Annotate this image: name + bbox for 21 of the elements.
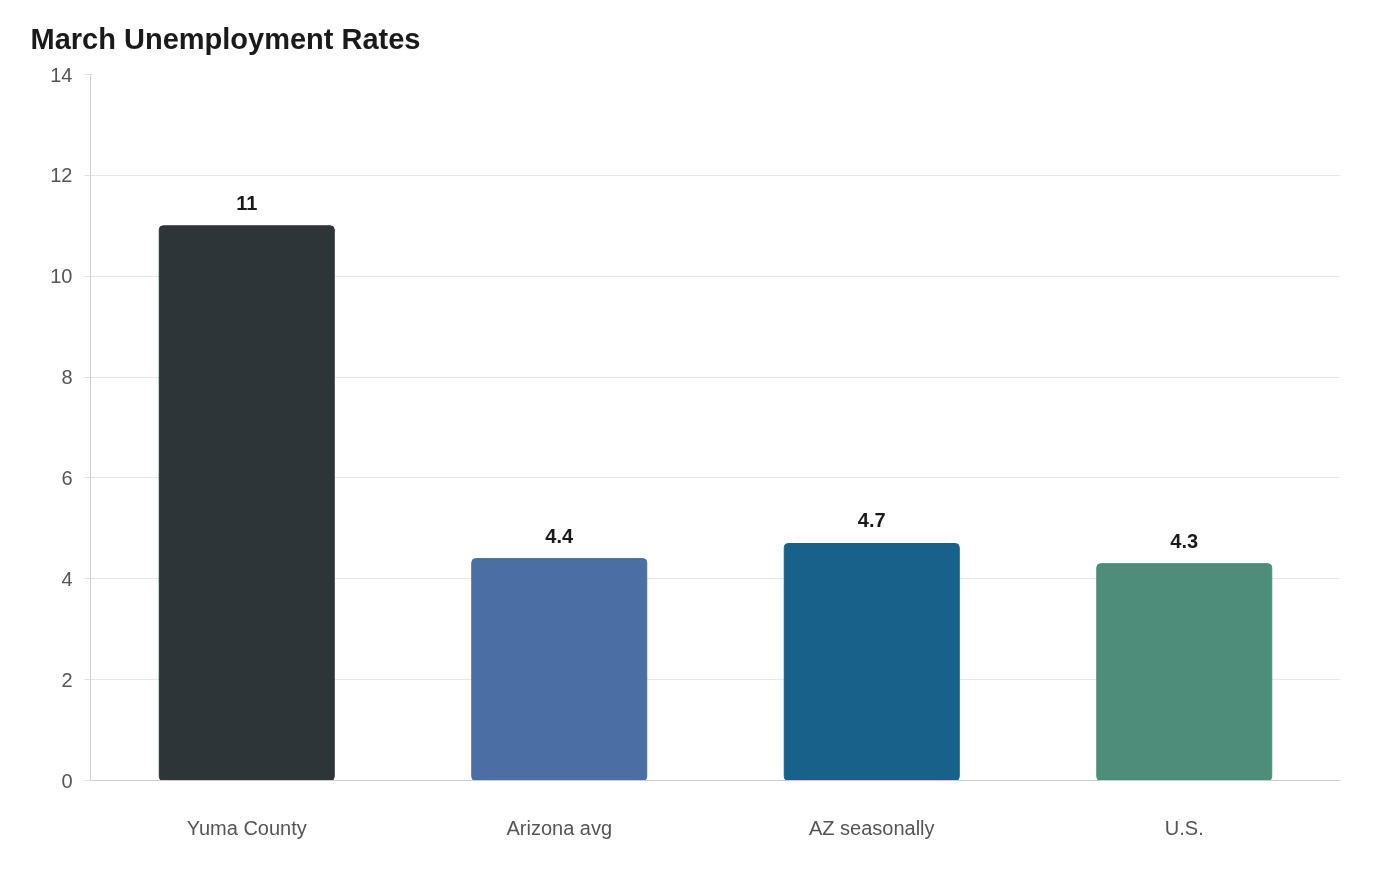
y-tick-label: 8 — [61, 366, 73, 389]
data-label: 4.7 — [857, 509, 886, 532]
x-tick-label: Yuma County — [186, 816, 307, 839]
data-label: 4.4 — [545, 524, 575, 547]
y-tick-label: 4 — [61, 567, 73, 590]
bar — [158, 225, 335, 781]
chart-title: March Unemployment Rates — [30, 22, 421, 55]
y-tick-label: 6 — [61, 466, 73, 489]
bar — [783, 542, 960, 781]
y-tick-label: 12 — [50, 164, 73, 187]
data-label: 4.3 — [1170, 529, 1199, 552]
data-label: 11 — [236, 191, 258, 214]
x-tick-label: Arizona avg — [506, 816, 613, 839]
bar — [1096, 563, 1273, 781]
x-tick-label: AZ seasonally — [808, 816, 935, 839]
bar — [471, 558, 648, 781]
x-tick-label: U.S. — [1164, 816, 1204, 839]
y-tick-label: 2 — [61, 668, 73, 691]
y-tick-label: 10 — [50, 265, 73, 288]
y-tick-label: 14 — [50, 63, 73, 86]
y-tick-label: 0 — [61, 769, 73, 792]
